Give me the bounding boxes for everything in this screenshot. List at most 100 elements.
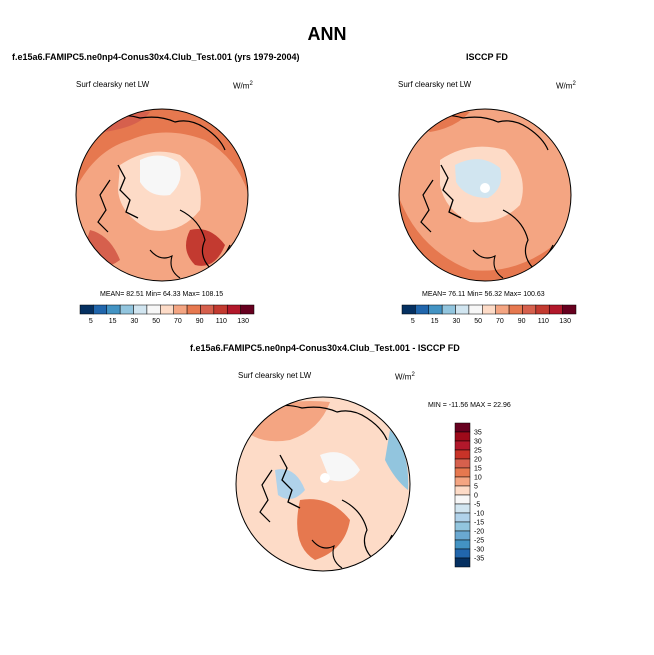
colorbar-tick-label: 90 [196, 318, 204, 325]
colorbar-tick-label: 130 [559, 318, 571, 325]
colorbar-tick-label: 130 [237, 318, 249, 325]
panel-2-stats: MEAN= 76.11 Min= 56.32 Max= 100.63 [422, 291, 545, 298]
colorbar-swatch [173, 304, 188, 315]
colorbar-tick-label: -15 [474, 520, 484, 527]
panel-1-variable-label: Surf clearsky net LW [76, 80, 150, 89]
colorbar-tick-label: 70 [496, 318, 504, 325]
map-1-field-min [140, 155, 181, 196]
map-2-coastline-greenland [440, 164, 462, 219]
colorbar-swatch [79, 304, 94, 315]
panel-1-stats: MEAN= 82.51 Min= 64.33 Max= 108.15 [100, 291, 224, 298]
panel-1-colorbar: 5 15 30 50 70 90 110 130 [79, 304, 255, 325]
colorbar-swatch [548, 304, 563, 315]
colorbar-tick-label: 90 [518, 318, 526, 325]
colorbar-swatch [119, 304, 134, 315]
map-3-field-zero [320, 452, 360, 482]
colorbar-swatch [428, 304, 443, 315]
colorbar-tick-label: 30 [130, 318, 138, 325]
panel-3-units: W/m2 [395, 372, 415, 382]
colorbar-tick-label: -5 [474, 502, 480, 509]
map-2-pole-hole [480, 183, 490, 193]
colorbar-tick-label: -25 [474, 538, 484, 545]
colorbar-swatch [213, 304, 228, 315]
colorbar-tick-label: 50 [474, 318, 482, 325]
panel-3-colorbar: 35 30 25 20 15 10 5 0 -5 -10 -15 -20 -25 -30 -35 [454, 422, 484, 568]
colorbar-swatch [226, 304, 241, 315]
colorbar-tick-label: 20 [474, 457, 482, 464]
colorbar-swatch [454, 548, 471, 559]
colorbar-swatch [454, 449, 471, 460]
colorbar-swatch [454, 422, 471, 433]
colorbar-tick-label: -10 [474, 511, 484, 518]
map-1-field-high-east [186, 229, 225, 266]
map-3-coastline-canada [259, 469, 273, 523]
colorbar-tick-label: -20 [474, 529, 484, 536]
map-3-field-pos-south [297, 499, 350, 560]
colorbar-swatch [535, 304, 550, 315]
colorbar-tick-label: 30 [474, 439, 482, 446]
colorbar-swatch [240, 304, 255, 315]
colorbar-swatch [454, 485, 471, 496]
map-2 [398, 108, 572, 282]
colorbar-tick-label: 5 [411, 318, 415, 325]
colorbar-tick-label: 5 [89, 318, 93, 325]
colorbar-swatch [468, 304, 483, 315]
colorbar-tick-label: 110 [538, 318, 549, 325]
map-2-coastline-alaska [472, 249, 504, 279]
colorbar-swatch [454, 458, 471, 469]
colorbar-tick-label: 0 [474, 493, 478, 500]
colorbar-swatch [454, 476, 471, 487]
colorbar-swatch [495, 304, 510, 315]
colorbar-swatch [455, 304, 470, 315]
colorbar-swatch [454, 512, 471, 523]
colorbar-tick-label: 10 [474, 475, 482, 482]
colorbar-tick-label: 70 [174, 318, 182, 325]
map-1 [75, 108, 249, 282]
panel-3-variable-label: Surf clearsky net LW [238, 371, 312, 380]
colorbar-tick-label: 15 [474, 466, 482, 473]
colorbar-swatch [454, 494, 471, 505]
colorbar-swatch [415, 304, 430, 315]
map-3-field-neg-center [275, 469, 305, 499]
colorbar-swatch [146, 304, 161, 315]
colorbar-tick-label: 15 [109, 318, 117, 325]
colorbar-tick-label: 30 [452, 318, 460, 325]
colorbar-tick-label: 110 [216, 318, 227, 325]
colorbar-swatch [454, 539, 471, 550]
colorbar-swatch [454, 467, 471, 478]
colorbar-swatch [454, 557, 471, 568]
panel-2-variable-label: Surf clearsky net LW [398, 80, 472, 89]
panel-3-stats: MIN = -11.56 MAX = 22.96 [428, 402, 511, 409]
map-2-coastline-canada [420, 179, 434, 233]
colorbar-tick-label: 35 [474, 430, 482, 437]
colorbar-swatch [160, 304, 174, 315]
colorbar-swatch [522, 304, 537, 315]
colorbar-swatch [482, 304, 496, 315]
panel-1-units: W/m2 [233, 81, 253, 91]
colorbar-swatch [454, 503, 471, 514]
map-3 [235, 396, 411, 572]
map-3-field-neg-east [385, 430, 409, 490]
map-1-coastline-alaska [149, 249, 181, 279]
colorbar-swatch [454, 431, 471, 442]
colorbar-tick-label: 5 [474, 484, 478, 491]
map-3-pole-hole [320, 473, 330, 483]
figure-title: ANN [307, 24, 347, 44]
colorbar-swatch [401, 304, 416, 315]
colorbar-tick-label: 50 [152, 318, 160, 325]
colorbar-tick-label: 15 [431, 318, 439, 325]
colorbar-swatch [454, 521, 471, 532]
map-1-coastline-canada [97, 179, 111, 233]
colorbar-swatch [186, 304, 201, 315]
colorbar-swatch [508, 304, 523, 315]
colorbar-tick-label: -30 [474, 547, 484, 554]
colorbar-swatch [106, 304, 121, 315]
panel-1-caption: f.e15a6.FAMIPC5.ne0np4-Conus30x4.Club_Te… [12, 52, 300, 62]
map-3-boundary [235, 396, 411, 572]
map-1-boundary [75, 108, 249, 282]
panel-2-colorbar: 5 15 30 50 70 90 110 130 [401, 304, 577, 325]
map-3-coastline-greenland [279, 454, 301, 509]
colorbar-tick-label: 25 [474, 448, 482, 455]
colorbar-swatch [200, 304, 215, 315]
colorbar-swatch [133, 304, 148, 315]
